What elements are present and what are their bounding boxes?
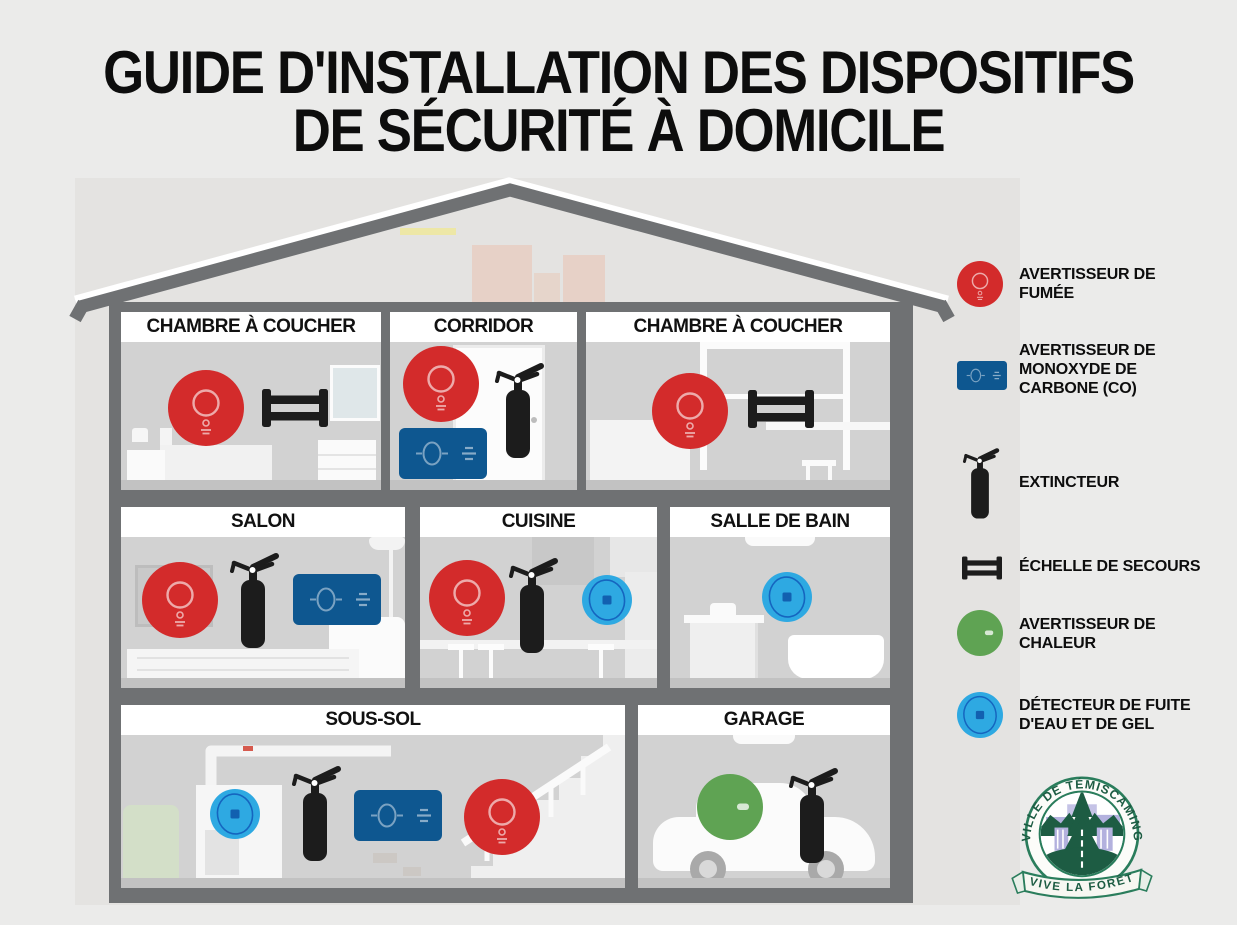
room-label: CUISINE (420, 507, 657, 537)
furniture-stool-leg (828, 466, 832, 490)
heat-detector-icon (957, 610, 1003, 656)
furniture-lamp (132, 428, 148, 442)
furniture-ceiling-light (745, 537, 815, 546)
smoke-detector-icon (464, 779, 540, 855)
page-title-line2: DE SÉCURITÉ À DOMICILE (292, 97, 946, 164)
room-label: CHAMBRE À COUCHER (121, 312, 381, 342)
escape-ladder-icon (748, 390, 814, 428)
temiscaming-logo: VILLE DE TÉMISCAMING VIVE LA FORÊT (1011, 776, 1153, 899)
escape-ladder-icon (262, 389, 328, 427)
furniture-shelf (843, 342, 850, 470)
furniture-stool (448, 644, 474, 650)
furniture-lamp-pole (389, 543, 393, 629)
room-kitchen: CUISINE (420, 507, 657, 688)
furniture-stool (588, 644, 614, 650)
water-freeze-detector-icon (957, 692, 1003, 738)
room-basement: SOUS-SOL (121, 705, 625, 888)
legend-label: AVERTISSEUR DE FUMÉE (1019, 266, 1156, 302)
heat-detector-icon (697, 774, 763, 840)
roof-beams (78, 183, 946, 314)
furniture-faucet (710, 603, 736, 615)
extinguisher-icon (784, 765, 840, 865)
water-freeze-detector-icon (582, 575, 632, 625)
co-detector-icon (399, 428, 487, 479)
smoke-detector-icon (652, 373, 728, 449)
room-label: SOUS-SOL (121, 705, 625, 735)
room-label: CORRIDOR (390, 312, 577, 342)
extinguisher-icon (958, 446, 1002, 520)
smoke-detector-icon (429, 560, 505, 636)
furniture-lamp-shade (369, 537, 405, 550)
room-living-room: SALON (121, 507, 405, 688)
furniture-stool-leg (599, 650, 603, 684)
page-title-line1: GUIDE D'INSTALLATION DES DISPOSITIFS (103, 39, 1135, 106)
legend-label: EXTINCTEUR (1019, 474, 1120, 491)
furniture-bathtub (788, 635, 884, 679)
furniture-brick (403, 867, 421, 876)
furniture-shelf (700, 342, 850, 349)
smoke-detector-icon (142, 562, 218, 638)
room-label: SALON (121, 507, 405, 537)
furniture-tank (123, 805, 179, 885)
attic-chimney (472, 245, 532, 302)
smoke-detector-icon (957, 261, 1003, 307)
extinguisher-icon (287, 763, 343, 863)
water-freeze-detector-icon (210, 789, 260, 839)
legend-label: DÉTECTEUR DE FUITE D'EAU ET DE GEL (1019, 697, 1191, 733)
room-bathroom: SALLE DE BAIN (670, 507, 890, 688)
roof-eave-right (934, 299, 955, 323)
attic-chimney (563, 255, 605, 302)
escape-ladder-icon (962, 556, 1002, 580)
room-bedroom-right: CHAMBRE À COUCHER (586, 312, 890, 490)
roof-eave-left (69, 299, 90, 323)
legend-label: AVERTISSEUR DE MONOXYDE DE CARBONE (CO) (1019, 342, 1156, 397)
extinguisher-icon (490, 360, 546, 460)
furniture-stool (802, 460, 836, 466)
legend-label: AVERTISSEUR DE CHALEUR (1019, 616, 1156, 652)
furniture-ceiling-light (733, 735, 795, 744)
furniture-stool-leg (806, 466, 810, 490)
furniture-vanity (690, 623, 758, 688)
room-label: GARAGE (638, 705, 890, 735)
attic-beam (400, 228, 456, 235)
co-detector-icon (354, 790, 442, 841)
smoke-detector-icon (403, 346, 479, 422)
room-label: CHAMBRE À COUCHER (586, 312, 890, 342)
furniture-cabinet (610, 537, 657, 577)
furniture-desk (766, 422, 890, 430)
room-garage: GARAGE (638, 705, 890, 888)
furniture-stool-leg (459, 650, 463, 684)
attic-chimney (534, 273, 560, 302)
furniture-range-hood (532, 537, 594, 585)
furniture-vanity-top (684, 615, 764, 623)
furniture-mirror (330, 365, 380, 421)
furniture-brick (373, 853, 397, 863)
extinguisher-icon (504, 555, 560, 655)
furniture-door-knob (531, 417, 537, 423)
legend-label: ÉCHELLE DE SECOURS (1019, 558, 1201, 575)
smoke-detector-icon (168, 370, 244, 446)
furniture-stool-leg (489, 650, 493, 684)
water-freeze-detector-icon (762, 572, 812, 622)
room-corridor: CORRIDOR (390, 312, 577, 490)
room-label: SALLE DE BAIN (670, 507, 890, 537)
page-title: GUIDE D'INSTALLATION DES DISPOSITIFS DE … (74, 39, 1163, 164)
furniture-stool (478, 644, 504, 650)
extinguisher-icon (225, 550, 281, 650)
co-detector-icon (293, 574, 381, 625)
co-detector-icon (957, 360, 1007, 391)
room-bedroom-left: CHAMBRE À COUCHER (121, 312, 381, 490)
